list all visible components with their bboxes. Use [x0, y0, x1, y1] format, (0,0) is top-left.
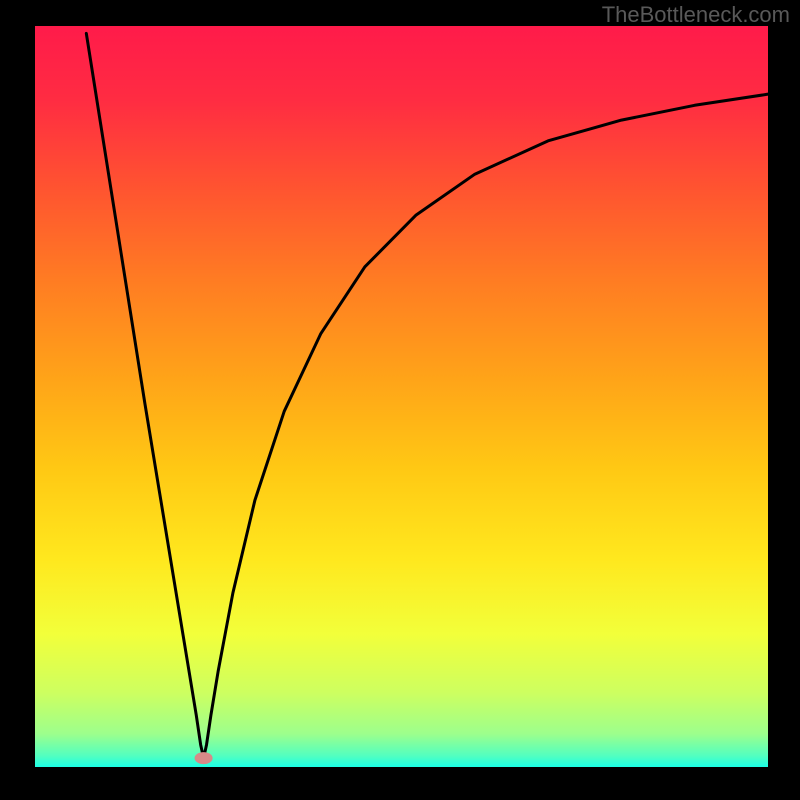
watermark-label: TheBottleneck.com — [602, 2, 790, 28]
chart-container: TheBottleneck.com — [0, 0, 800, 800]
plot-area — [35, 26, 768, 767]
min-marker — [195, 752, 213, 764]
curve-layer — [35, 26, 768, 767]
